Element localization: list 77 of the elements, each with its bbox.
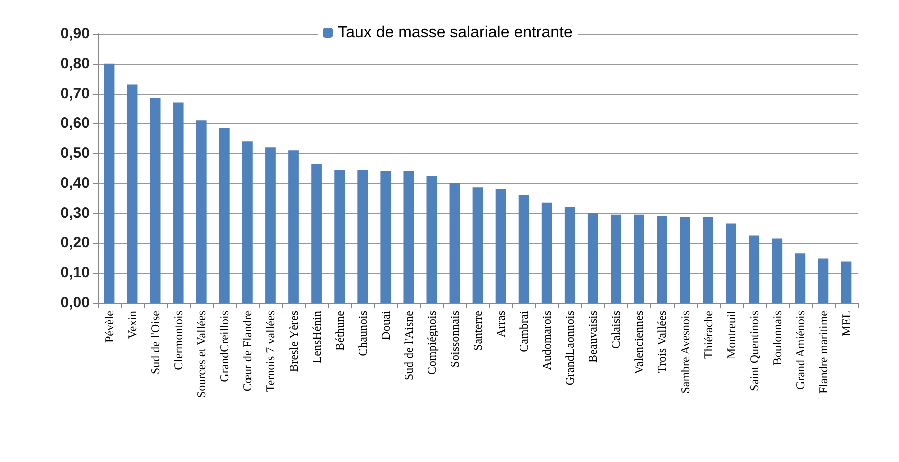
bar <box>680 217 690 303</box>
y-tick-label: 0,40 <box>60 174 90 192</box>
bar <box>564 207 576 303</box>
y-tick-label: 0,30 <box>60 204 90 222</box>
bar <box>358 170 368 303</box>
x-tick-label: MEL <box>839 311 854 336</box>
bar <box>196 120 207 303</box>
x-tick-label: Calaisis <box>609 310 624 349</box>
bar <box>312 164 322 303</box>
bar <box>150 98 161 303</box>
x-tick-label: Clermontois <box>172 310 186 370</box>
x-tick-label: Saint Quentinois <box>747 310 762 392</box>
legend-label: Taux de masse salariale entrante <box>338 24 573 42</box>
x-tick-label: GrandCreillois <box>218 310 232 382</box>
bar <box>242 142 253 303</box>
x-tick-label: Valenciennes <box>632 310 646 374</box>
bar <box>611 214 622 303</box>
x-tick-label: Sud de l'Aisne <box>402 311 416 380</box>
x-tick-label: GrandLaonnois <box>563 310 578 386</box>
bar <box>173 102 184 303</box>
bar <box>380 171 392 303</box>
y-tick-label: 0,80 <box>60 55 90 72</box>
y-tick-label: 0,00 <box>60 294 90 312</box>
x-tick-label: Cambrai <box>517 310 532 352</box>
x-tick-label: Audomarois <box>540 310 554 370</box>
bar <box>450 183 460 303</box>
x-tick-label: Montreuil <box>724 310 738 359</box>
bar <box>841 262 852 303</box>
x-tick-label: Vexin <box>126 311 140 339</box>
x-tick-label: Beauvaisis <box>586 310 600 363</box>
x-tick-label: Sud de l'Oise <box>148 311 163 374</box>
x-tick-label: Sources et Vallées <box>194 310 209 398</box>
x-tick-label: Flandre maritime <box>816 311 830 394</box>
bar <box>472 188 484 303</box>
bar <box>288 150 299 303</box>
y-tick-label: 0,20 <box>60 234 90 252</box>
x-tick-label: Thiérache <box>701 311 716 359</box>
x-tick-label: Trois Vallées <box>655 310 670 374</box>
bar <box>772 238 783 303</box>
x-tick-label: Béthune <box>332 311 347 351</box>
x-tick-label: Cœur de Flandre <box>240 311 255 392</box>
y-tick-label: 0,10 <box>60 264 90 282</box>
y-tick-label: 0,60 <box>60 115 90 132</box>
bar <box>334 170 345 303</box>
x-tick-label: Compiégnois <box>424 310 439 376</box>
x-tick-label: Arras <box>494 310 508 338</box>
bar <box>219 128 230 303</box>
x-tick-label: Bresle Yères <box>286 310 301 372</box>
y-tick-label: 0,70 <box>60 85 90 102</box>
y-tick-label: 0,50 <box>60 145 90 162</box>
bar <box>496 189 506 303</box>
bar <box>426 176 438 303</box>
x-tick-label: Douai <box>378 310 393 340</box>
bar <box>104 64 115 303</box>
bar <box>266 148 276 303</box>
x-tick-label: Chaunois <box>356 310 370 356</box>
x-tick-label: LensHénin <box>310 311 324 364</box>
bar <box>818 258 829 303</box>
bar <box>703 217 714 303</box>
x-tick-label: Grand Amiénois <box>793 310 808 390</box>
x-tick-label: Santerre <box>471 311 485 351</box>
bar <box>726 224 737 303</box>
y-tick-label: 0,90 <box>60 26 90 42</box>
bar <box>518 195 530 303</box>
bar <box>127 84 138 303</box>
bar <box>795 254 806 303</box>
bar <box>588 213 598 303</box>
x-tick-label: Pévèle <box>102 311 117 343</box>
bar <box>749 236 760 303</box>
bar <box>404 171 414 303</box>
bar <box>657 216 668 303</box>
x-tick-label: Boulonnais <box>770 310 784 366</box>
x-tick-label: Sambre Avesnois <box>678 310 692 394</box>
bar <box>542 202 552 303</box>
x-tick-label: Soissonnais <box>448 310 462 368</box>
x-tick-label: Ternois 7 vallées <box>264 310 278 392</box>
bar <box>634 214 644 303</box>
